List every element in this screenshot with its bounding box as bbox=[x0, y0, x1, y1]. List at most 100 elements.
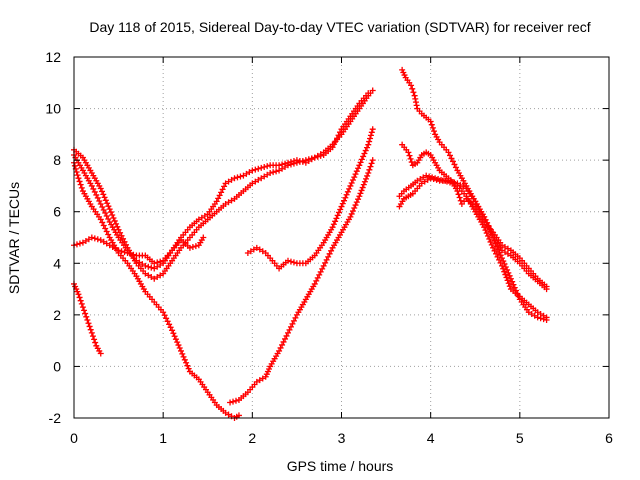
data-point bbox=[339, 200, 346, 207]
data-point bbox=[344, 188, 351, 195]
data-point bbox=[484, 233, 491, 240]
y-tick-label: 4 bbox=[53, 255, 61, 271]
data-point bbox=[75, 291, 82, 298]
data-point bbox=[282, 160, 289, 167]
data-point bbox=[252, 166, 259, 173]
data-point bbox=[360, 153, 367, 160]
data-point bbox=[77, 181, 84, 188]
data-point bbox=[92, 339, 99, 346]
data-point bbox=[88, 234, 95, 241]
data-point bbox=[100, 206, 107, 213]
data-point bbox=[337, 206, 344, 213]
data-point bbox=[432, 175, 439, 182]
data-point bbox=[97, 216, 104, 223]
data-point bbox=[332, 218, 339, 225]
data-point bbox=[358, 156, 365, 163]
data-point bbox=[331, 141, 338, 148]
data-point bbox=[448, 155, 455, 162]
data-point bbox=[105, 231, 112, 238]
data-point bbox=[90, 185, 97, 192]
data-point bbox=[438, 176, 445, 183]
data-point bbox=[356, 162, 363, 169]
data-point bbox=[200, 234, 207, 241]
data-point bbox=[500, 265, 507, 272]
data-point bbox=[71, 162, 78, 169]
data-point bbox=[358, 187, 365, 194]
data-point bbox=[88, 329, 95, 336]
data-point bbox=[330, 221, 337, 228]
data-point bbox=[359, 184, 366, 191]
data-point bbox=[534, 314, 541, 321]
data-point bbox=[124, 249, 131, 256]
data-point bbox=[356, 193, 363, 200]
data-point bbox=[179, 350, 186, 357]
data-point bbox=[74, 172, 81, 179]
data-point bbox=[348, 179, 355, 186]
data-point bbox=[311, 280, 318, 287]
data-point bbox=[286, 326, 293, 333]
data-point bbox=[369, 87, 376, 94]
data-point bbox=[86, 323, 93, 330]
data-point bbox=[292, 314, 299, 321]
data-point bbox=[357, 159, 364, 166]
data-point bbox=[505, 280, 512, 287]
data-point bbox=[111, 217, 118, 224]
data-point bbox=[293, 157, 300, 164]
data-point bbox=[189, 243, 196, 250]
data-point bbox=[164, 318, 171, 325]
data-point bbox=[490, 244, 497, 251]
data-points bbox=[71, 66, 550, 421]
data-point bbox=[100, 222, 107, 229]
data-point bbox=[361, 178, 368, 185]
data-point bbox=[270, 169, 277, 176]
data-point bbox=[411, 92, 418, 99]
series-track-d bbox=[71, 159, 242, 421]
data-point bbox=[166, 321, 173, 328]
data-point bbox=[113, 220, 120, 227]
data-point bbox=[543, 283, 550, 290]
data-point bbox=[273, 168, 280, 175]
data-point bbox=[88, 182, 95, 189]
data-point bbox=[100, 191, 107, 198]
data-point bbox=[184, 362, 191, 369]
data-point bbox=[218, 189, 225, 196]
data-point bbox=[89, 333, 96, 340]
data-point bbox=[99, 203, 106, 210]
data-point bbox=[353, 168, 360, 175]
x-tick-label: 4 bbox=[427, 430, 435, 446]
data-point bbox=[357, 190, 364, 197]
data-point bbox=[483, 230, 490, 237]
data-point bbox=[157, 258, 164, 265]
series-track-i bbox=[399, 141, 550, 321]
data-point bbox=[441, 177, 448, 184]
data-point bbox=[170, 330, 177, 337]
data-point bbox=[97, 185, 104, 192]
data-point bbox=[148, 264, 155, 271]
data-point bbox=[352, 171, 359, 178]
data-point bbox=[343, 191, 350, 198]
data-point bbox=[73, 169, 80, 176]
data-point bbox=[435, 176, 442, 183]
data-point bbox=[106, 206, 113, 213]
data-point bbox=[352, 202, 359, 209]
data-point bbox=[347, 182, 354, 189]
data-point bbox=[97, 350, 104, 357]
data-point bbox=[482, 227, 489, 234]
data-point bbox=[285, 159, 291, 166]
data-point bbox=[332, 138, 339, 145]
series-track-f bbox=[244, 126, 376, 272]
data-point bbox=[366, 166, 373, 173]
data-point bbox=[99, 219, 106, 226]
data-point bbox=[287, 158, 294, 165]
data-point bbox=[287, 258, 294, 265]
series-track-g bbox=[71, 280, 104, 357]
series-track-k bbox=[396, 172, 550, 290]
data-point bbox=[316, 271, 323, 278]
data-point bbox=[445, 149, 452, 156]
data-point bbox=[406, 152, 413, 159]
data-point bbox=[261, 164, 268, 171]
data-point bbox=[329, 224, 336, 231]
data-point bbox=[282, 335, 289, 342]
data-point bbox=[235, 412, 242, 419]
data-point bbox=[423, 172, 430, 179]
